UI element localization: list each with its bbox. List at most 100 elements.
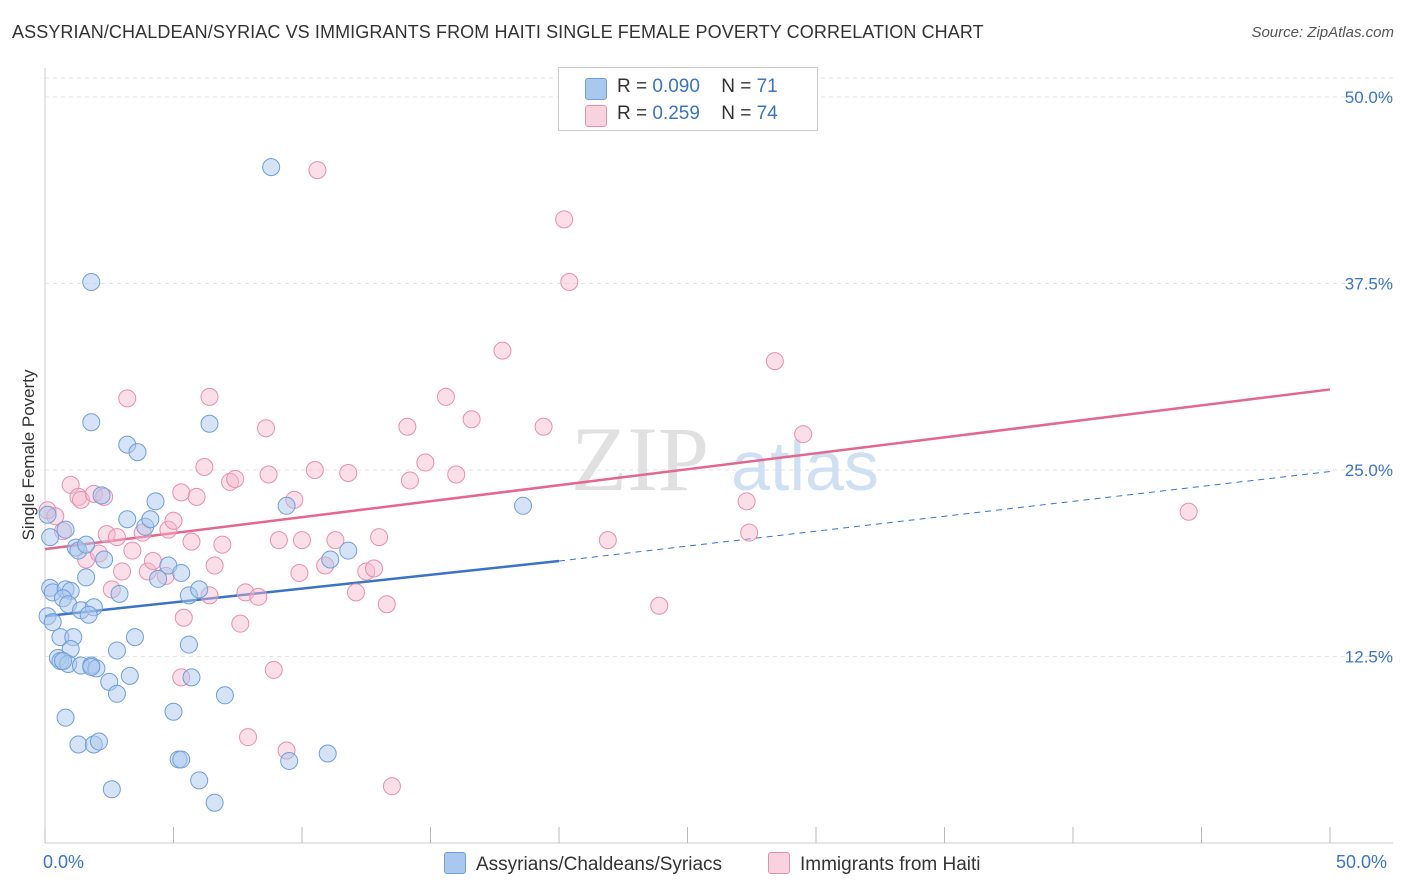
- point-assyrian: [56, 520, 75, 539]
- point-haiti: [377, 595, 396, 614]
- y-axis-title: Single Female Poverty: [19, 369, 38, 541]
- point-haiti: [436, 387, 455, 406]
- trend-layer: [44, 388, 1331, 618]
- point-haiti: [239, 728, 258, 747]
- point-haiti: [308, 161, 327, 180]
- point-haiti: [221, 472, 240, 491]
- legend-swatch-pink: [585, 105, 607, 127]
- point-assyrian: [82, 413, 101, 432]
- point-haiti: [598, 531, 617, 550]
- point-assyrian: [318, 744, 337, 763]
- point-haiti: [765, 352, 784, 371]
- point-haiti: [326, 531, 345, 550]
- point-haiti: [200, 387, 219, 406]
- point-assyrian: [146, 492, 165, 511]
- point-haiti: [398, 417, 417, 436]
- legend-r-label: R =: [617, 76, 653, 97]
- bottom-legend-label-1: Assyrians/Chaldeans/Syriacs: [476, 854, 723, 875]
- point-haiti: [290, 563, 309, 582]
- x-tick-label-min: 0.0%: [43, 852, 85, 872]
- point-haiti: [740, 523, 759, 542]
- point-haiti: [174, 608, 193, 627]
- watermark-atlas: atlas: [731, 427, 879, 505]
- point-assyrian: [164, 702, 183, 721]
- grid-layer: [45, 77, 1393, 657]
- point-assyrian: [339, 541, 358, 560]
- point-haiti: [794, 425, 813, 444]
- point-haiti: [257, 419, 276, 438]
- point-assyrian: [82, 657, 101, 676]
- point-assyrian: [77, 568, 96, 587]
- point-assyrian: [262, 158, 281, 177]
- point-haiti: [1179, 502, 1198, 521]
- point-assyrian: [107, 684, 126, 703]
- point-haiti: [249, 587, 268, 606]
- point-assyrian: [172, 563, 191, 582]
- point-assyrian: [128, 443, 147, 462]
- point-haiti: [737, 492, 756, 511]
- chart-title: ASSYRIAN/CHALDEAN/SYRIAC VS IMMIGRANTS F…: [12, 22, 984, 42]
- y-tick-label: 50.0%: [1345, 88, 1393, 107]
- bottom-legend-swatch-blue: [444, 852, 466, 874]
- point-assyrian: [89, 732, 108, 751]
- point-assyrian: [215, 686, 234, 705]
- point-assyrian: [120, 666, 139, 685]
- point-haiti: [493, 341, 512, 360]
- point-assyrian: [56, 708, 75, 727]
- point-haiti: [264, 660, 283, 679]
- point-haiti: [447, 465, 466, 484]
- point-haiti: [269, 531, 288, 550]
- legend-r-value: 0.259: [652, 103, 700, 124]
- point-haiti: [182, 532, 201, 551]
- bottom-legend-series1: Assyrians/Chaldeans/Syriacs: [444, 852, 722, 876]
- point-haiti: [231, 614, 250, 633]
- point-haiti: [560, 273, 579, 292]
- points-layer: [38, 158, 1198, 812]
- point-assyrian: [95, 550, 114, 569]
- point-haiti: [364, 559, 383, 578]
- trend-line-blue-dashed: [558, 470, 1331, 562]
- point-haiti: [339, 463, 358, 482]
- point-assyrian: [38, 505, 57, 524]
- point-haiti: [187, 487, 206, 506]
- point-haiti: [400, 471, 419, 490]
- legend-n-label: N =: [721, 76, 757, 97]
- point-assyrian: [179, 635, 198, 654]
- point-haiti: [69, 487, 88, 506]
- watermark: ZIP atlas: [571, 408, 879, 510]
- y-tick-label: 12.5%: [1345, 648, 1393, 667]
- point-assyrian: [107, 641, 126, 660]
- point-assyrian: [118, 510, 137, 529]
- legend-r-value: 0.090: [652, 76, 700, 97]
- point-haiti: [293, 531, 311, 550]
- point-assyrian: [43, 613, 62, 632]
- point-assyrian: [141, 510, 160, 529]
- y-tick-labels: 50.0% 37.5% 25.0% 12.5%: [1345, 88, 1393, 667]
- point-haiti: [213, 535, 232, 554]
- point-assyrian: [172, 750, 191, 769]
- legend-row-blue: R = 0.090 N = 71: [585, 76, 778, 100]
- point-haiti: [305, 461, 324, 479]
- watermark-zip: ZIP: [571, 408, 709, 510]
- bottom-legend-series2: Immigrants from Haiti: [768, 852, 981, 876]
- point-haiti: [172, 483, 191, 502]
- point-haiti: [346, 583, 365, 602]
- point-haiti: [416, 453, 435, 472]
- point-assyrian: [92, 486, 111, 505]
- point-haiti: [650, 596, 669, 615]
- y-tick-label: 25.0%: [1345, 461, 1393, 480]
- point-haiti: [370, 528, 389, 547]
- point-assyrian: [41, 528, 60, 547]
- point-assyrian: [102, 780, 121, 799]
- legend-n-label: N =: [721, 103, 757, 124]
- point-haiti: [143, 552, 162, 571]
- legend-swatch-blue: [585, 78, 607, 100]
- point-haiti: [226, 469, 245, 488]
- x-tick-label-max: 50.0%: [1336, 852, 1388, 872]
- point-haiti: [534, 417, 553, 436]
- bottom-legend-label-2: Immigrants from Haiti: [800, 854, 981, 875]
- legend-r-label: R =: [617, 103, 653, 124]
- point-assyrian: [277, 496, 296, 515]
- point-assyrian: [53, 651, 72, 670]
